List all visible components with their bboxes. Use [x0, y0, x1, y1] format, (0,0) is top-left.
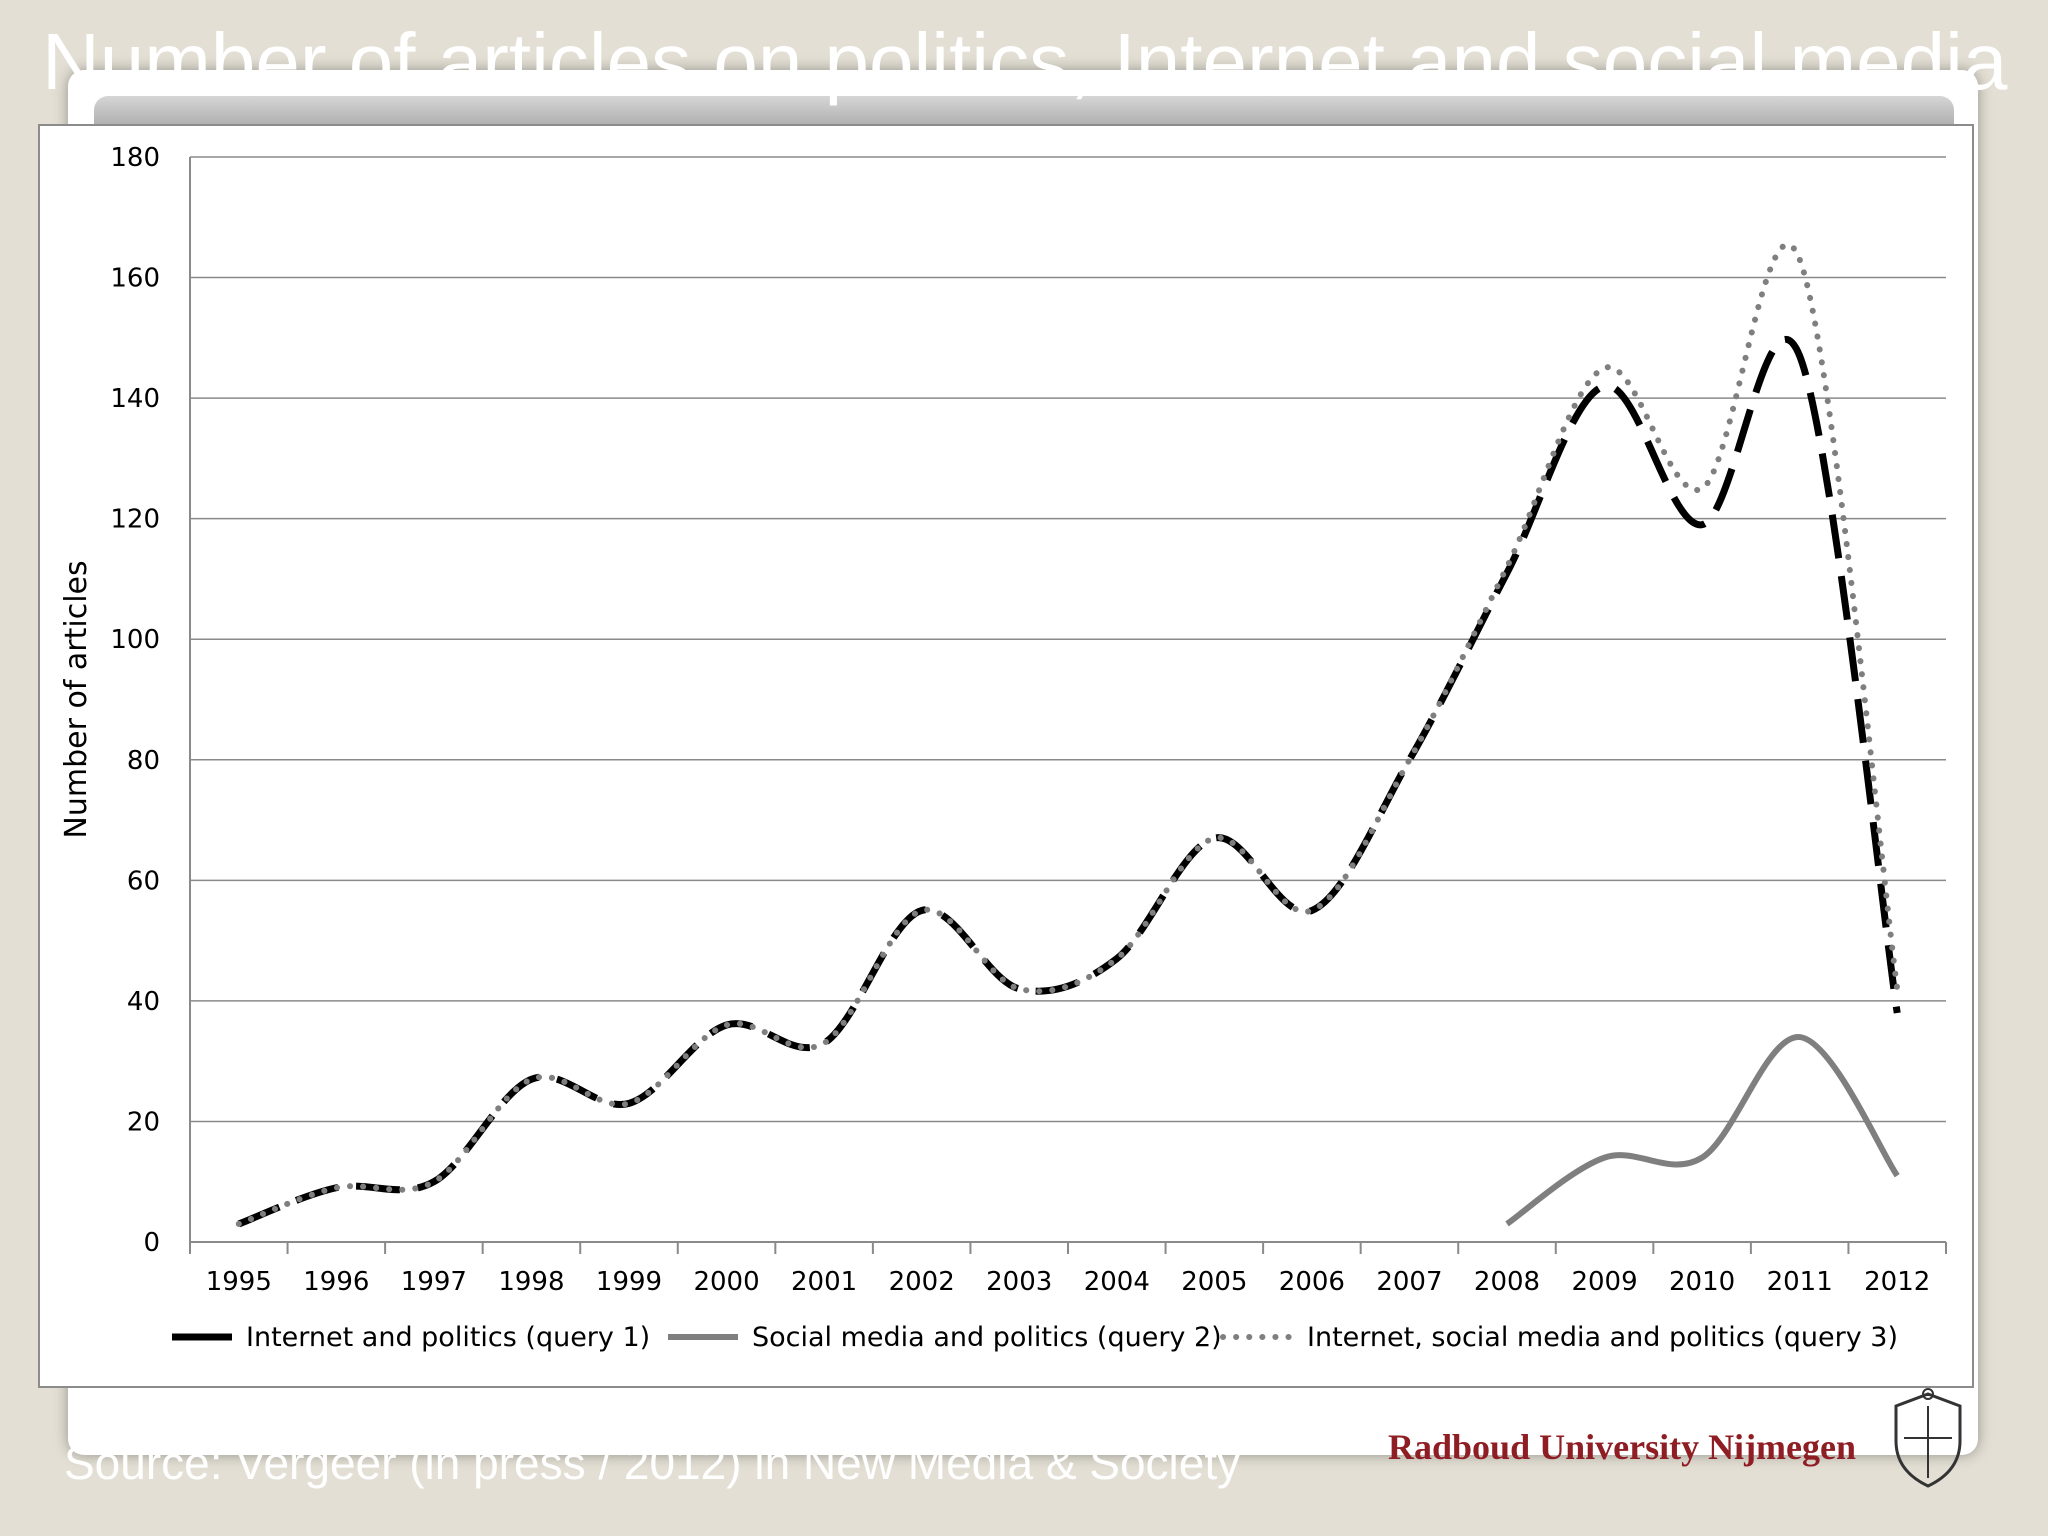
- x-tick-label: 2003: [986, 1267, 1052, 1297]
- x-tick-label: 2006: [1279, 1267, 1345, 1297]
- legend-label-query-1: Internet and politics (query 1): [246, 1322, 650, 1353]
- y-tick-label: 40: [127, 987, 160, 1017]
- x-tick-label: 2000: [693, 1267, 759, 1297]
- x-tick-label: 2010: [1669, 1267, 1735, 1297]
- x-tick-label: 2007: [1376, 1267, 1442, 1297]
- legend-label-query-2: Social media and politics (query 2): [752, 1322, 1222, 1353]
- x-tick-label: 1995: [206, 1267, 272, 1297]
- x-tick-label: 2005: [1181, 1267, 1247, 1297]
- source-caption: Source: Vergeer (in press / 2012) in New…: [64, 1437, 1241, 1489]
- series-line-query-1: [237, 335, 1901, 1228]
- y-tick-label: 100: [110, 625, 160, 655]
- x-tick-label: 1999: [596, 1267, 662, 1297]
- x-tick-label: 2008: [1474, 1267, 1540, 1297]
- university-seal-icon: [1894, 1388, 1962, 1488]
- x-tick-label: 2001: [791, 1267, 857, 1297]
- y-tick-label: 160: [110, 264, 160, 294]
- y-axis-title: Number of articles: [59, 560, 94, 838]
- slide-title: Number of articles on politics, Internet…: [42, 18, 2008, 106]
- y-tick-label: 20: [127, 1107, 160, 1137]
- y-tick-label: 0: [143, 1228, 160, 1258]
- line-chart: 0 20 40 60 80 100 120 140 160 180 1995 1996 1997 1998…: [59, 143, 1947, 1353]
- y-tick-label: 120: [110, 505, 160, 535]
- x-tick-label: 1998: [498, 1267, 564, 1297]
- y-tick-label: 60: [127, 866, 160, 896]
- x-tick-label: 2012: [1864, 1267, 1930, 1297]
- series-line-query-3: [235, 241, 1901, 1227]
- chart-frame: 0 20 40 60 80 100 120 140 160 180 1995 1996 1997 1998…: [38, 124, 1974, 1388]
- x-tick-label: 2004: [1084, 1267, 1150, 1297]
- x-tick-label: 1997: [401, 1267, 467, 1297]
- legend-label-query-3: Internet, social media and politics (que…: [1307, 1322, 1898, 1353]
- x-tick-label: 2011: [1767, 1267, 1833, 1297]
- x-tick-label: 1996: [303, 1267, 369, 1297]
- x-tick-label: 2002: [889, 1267, 955, 1297]
- series-line-query-2: [1505, 1034, 1900, 1227]
- x-tick-label: 2009: [1571, 1267, 1637, 1297]
- y-tick-label: 180: [110, 143, 160, 173]
- university-name: Radboud University Nijmegen: [1388, 1427, 1857, 1467]
- y-tick-label: 80: [127, 746, 160, 776]
- y-tick-label: 140: [110, 384, 160, 414]
